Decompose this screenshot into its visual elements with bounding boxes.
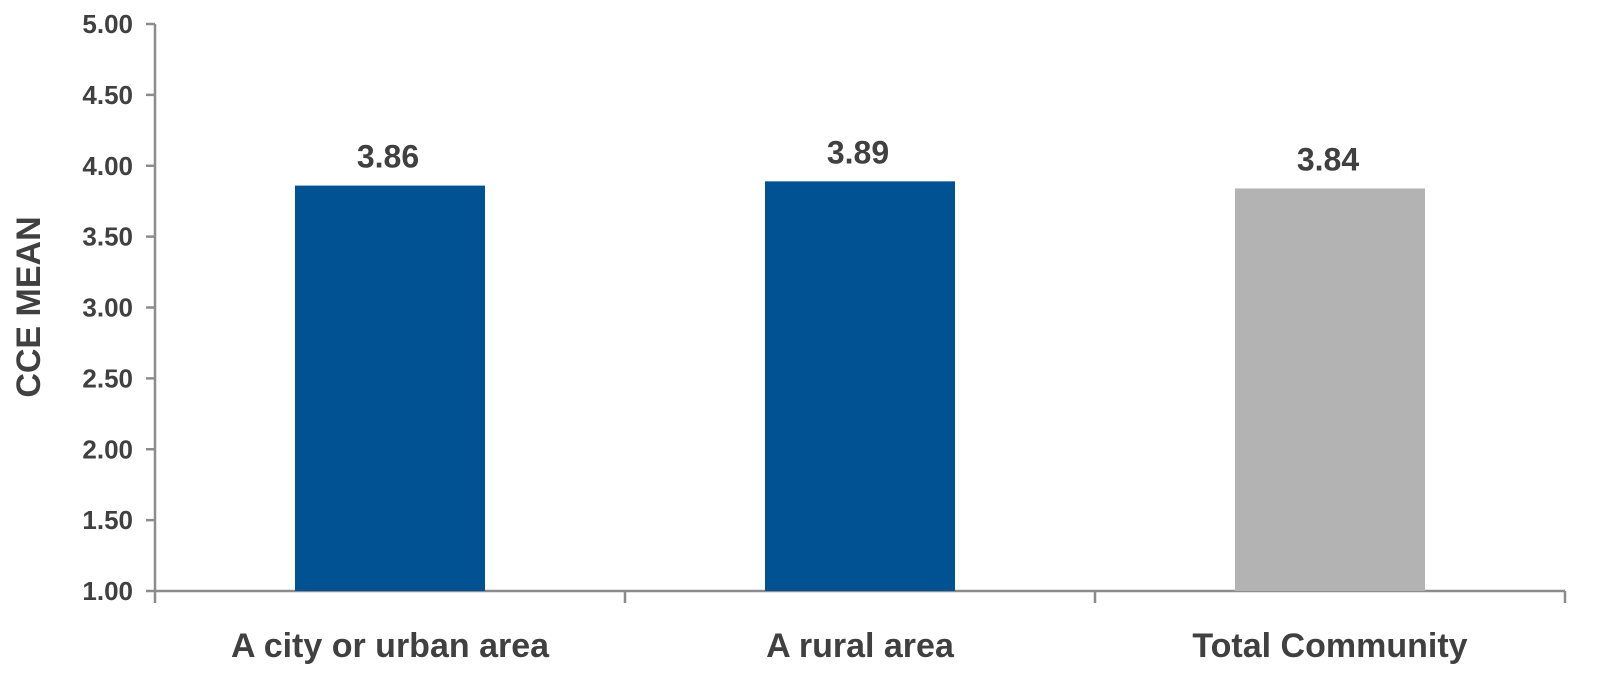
y-tick-label: 4.00 [82, 151, 133, 181]
data-labels: 3.86 3.89 3.84 [357, 134, 1359, 177]
y-tick-label: 1.50 [82, 505, 133, 535]
x-category-label: Total Community [1192, 627, 1467, 665]
data-label: 3.86 [357, 139, 419, 175]
y-tick-label: 2.00 [82, 434, 133, 464]
y-tick-label: 2.50 [82, 363, 133, 393]
data-label: 3.89 [827, 134, 889, 170]
y-tick-label: 1.00 [82, 576, 133, 606]
y-tick-label: 3.50 [82, 222, 133, 252]
bar [765, 181, 955, 591]
bars [295, 181, 1425, 591]
y-tick-label: 4.50 [82, 80, 133, 110]
y-axis: 1.00 1.50 2.00 2.50 3.00 3.50 4.00 4.50 5.00 [82, 9, 157, 606]
y-tick-label: 3.00 [82, 293, 133, 323]
bar [1235, 188, 1425, 591]
data-label: 3.84 [1297, 141, 1359, 177]
x-axis: A city or urban area A rural area Total Co… [153, 589, 1567, 665]
y-tick-label: 5.00 [82, 9, 133, 39]
x-category-label: A city or urban area [231, 627, 550, 665]
bar [295, 185, 485, 591]
x-category-label: A rural area [766, 627, 955, 665]
y-axis-title: CCE MEAN [10, 216, 48, 397]
